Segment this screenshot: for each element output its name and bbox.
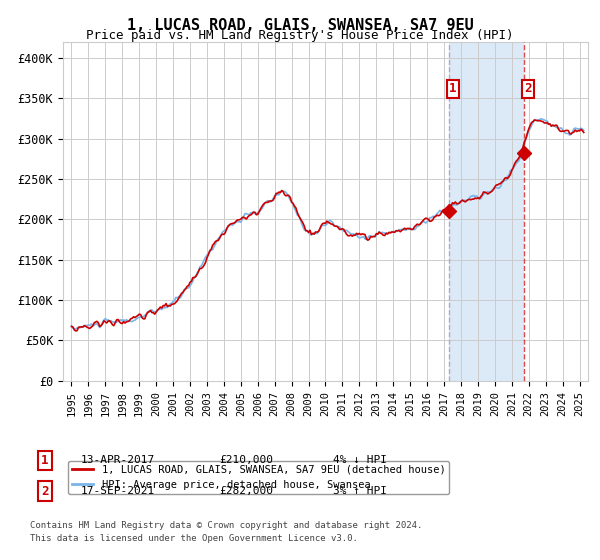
Text: Price paid vs. HM Land Registry's House Price Index (HPI): Price paid vs. HM Land Registry's House … [86, 29, 514, 42]
Text: £210,000: £210,000 [219, 455, 273, 465]
Text: £282,000: £282,000 [219, 486, 273, 496]
Text: Contains HM Land Registry data © Crown copyright and database right 2024.: Contains HM Land Registry data © Crown c… [30, 521, 422, 530]
Text: 17-SEP-2021: 17-SEP-2021 [81, 486, 155, 496]
Bar [449, 42, 524, 381]
Text: 4% ↓ HPI: 4% ↓ HPI [333, 455, 387, 465]
Text: 3% ↑ HPI: 3% ↑ HPI [333, 486, 387, 496]
Text: 2: 2 [41, 484, 49, 498]
Text: 13-APR-2017: 13-APR-2017 [81, 455, 155, 465]
Text: 1: 1 [41, 454, 49, 467]
Legend: 1, LUCAS ROAD, GLAIS, SWANSEA, SA7 9EU (detached house), HPI: Average price, det: 1, LUCAS ROAD, GLAIS, SWANSEA, SA7 9EU (… [68, 460, 449, 494]
Text: 1: 1 [449, 82, 457, 95]
Text: This data is licensed under the Open Government Licence v3.0.: This data is licensed under the Open Gov… [30, 534, 358, 543]
Text: 2: 2 [524, 82, 532, 95]
Text: 1, LUCAS ROAD, GLAIS, SWANSEA, SA7 9EU: 1, LUCAS ROAD, GLAIS, SWANSEA, SA7 9EU [127, 18, 473, 33]
